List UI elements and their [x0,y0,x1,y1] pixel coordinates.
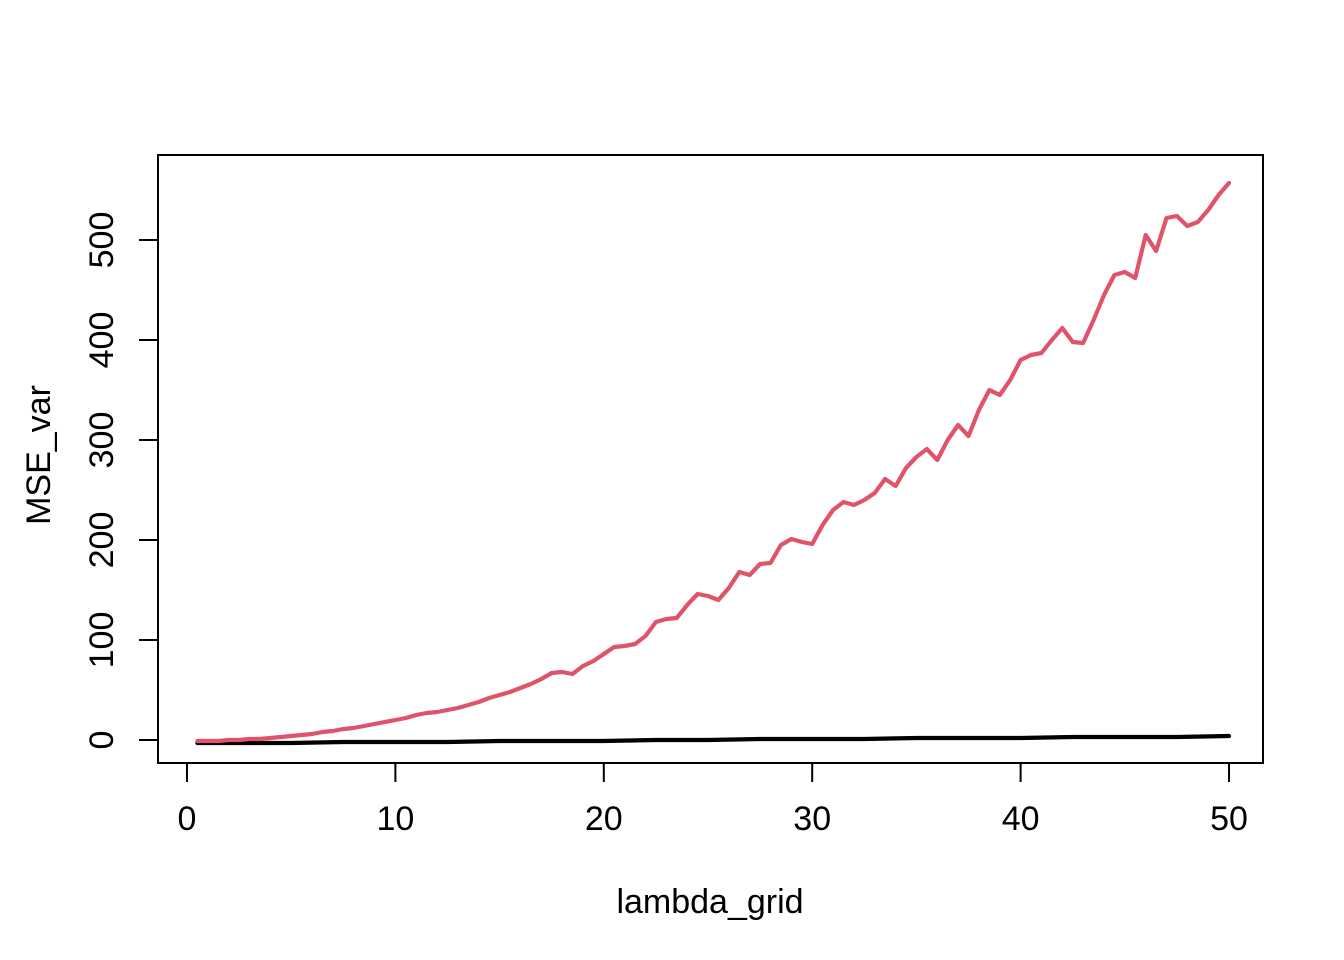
y-axis-label: MSE_var [20,385,58,525]
x-tick-label: 50 [1210,800,1248,838]
x-tick-label: 20 [585,800,623,838]
x-tick-label: 0 [178,800,197,838]
y-tick-label: 100 [83,612,121,669]
series-MSE_var_red_line [195,180,1232,744]
x-tick-label: 10 [376,800,414,838]
y-tick-label: 400 [83,312,121,369]
x-tick-label: 30 [793,800,831,838]
y-tick-label: 200 [83,512,121,569]
y-tick-label: 500 [83,212,121,269]
y-tick-label: 0 [83,731,121,750]
x-tick-label: 40 [1002,800,1040,838]
series-baseline_black_line [195,733,1232,746]
y-tick-label: 300 [83,412,121,469]
plot-box [157,154,1264,764]
x-axis-label: lambda_grid [616,883,803,921]
